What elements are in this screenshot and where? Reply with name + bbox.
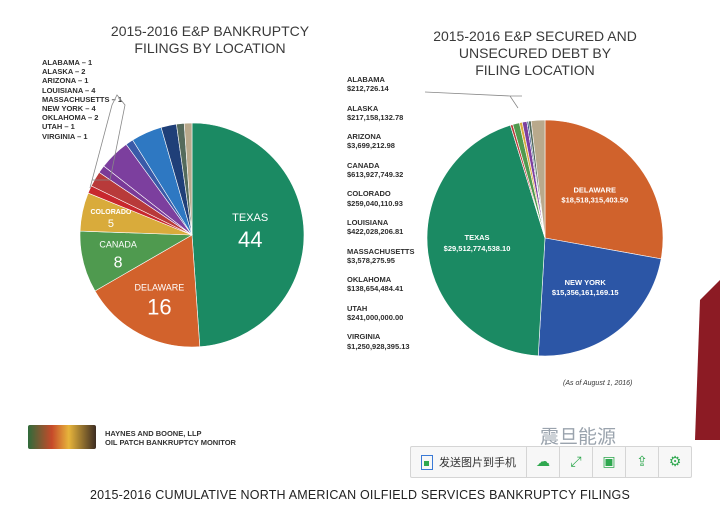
watermark-text: 震旦能源 [540, 427, 617, 448]
pie-label: COLORADO [91, 209, 132, 216]
bottom-caption: 2015-2016 CUMULATIVE NORTH AMERICAN OILF… [89, 488, 631, 502]
pie-slice-delaware [544, 119, 664, 260]
right-list-amount: $1,250,928,395.13 [347, 341, 410, 351]
left-callout-line [89, 94, 126, 189]
left-list-item: ALABAMA – 1 [42, 58, 93, 67]
right-list-amount: $3,578,275.95 [347, 255, 395, 265]
share-button[interactable]: ⇪ [626, 447, 659, 477]
left-list-item: OKLAHOMA – 2 [42, 113, 99, 123]
right-list-item: VIRGINIA $1,250,928,395.13 [347, 332, 457, 350]
right-list-item: ALASKA $217,158,132.78 [347, 104, 457, 122]
right-list-state: UTAH [347, 303, 368, 313]
pie-slice-texas [191, 122, 305, 348]
pie-label: $18,518,315,403.50 [561, 195, 628, 204]
pie-slice-virginia [183, 122, 193, 236]
right-list-amount: $241,000,000.00 [347, 312, 404, 322]
pie-label: TEXAS [465, 233, 490, 242]
right-list-amount: $259,040,110.93 [347, 198, 403, 208]
left-list-item: ALASKA – 2 [42, 67, 86, 77]
right-list-amount: $613,927,749.32 [347, 169, 404, 179]
right-list-amount: $217,158,132.78 [347, 112, 404, 122]
right-list-item: ARIZONA $3,699,212.98 [347, 132, 457, 150]
right-list-state: ALASKA [347, 103, 379, 113]
firm-block: HAYNES AND BOONE, LLP OIL PATCH BANKRUPT… [105, 429, 236, 447]
right-list-amount: $422,028,206.81 [347, 227, 404, 237]
left-list-item: NEW YORK – 4 [42, 104, 96, 114]
pie-label: CANADA [99, 239, 137, 249]
left-list-item: ARIZONA – 1 [42, 76, 89, 86]
right-list-item: OKLAHOMA $138,654,484.41 [347, 275, 457, 293]
monitor-name: OIL PATCH BANKRUPTCY MONITOR [105, 438, 236, 447]
right-list-state: ALABAMA [347, 75, 385, 84]
right-list-item: ALABAMA $212,726.14 [347, 75, 457, 93]
pie-slice-new-york [537, 237, 662, 357]
monitor-logo [28, 425, 96, 449]
settings-icon: ⚙ [668, 454, 682, 470]
pie-label: $29,512,774,538.10 [444, 244, 511, 253]
left-chart-title: 2015-2016 E&P BANKRUPTCY FILINGS BY LOCA… [110, 23, 310, 56]
save-button[interactable]: ▣ [593, 447, 626, 477]
pie-slice-delaware [94, 234, 201, 348]
decorative-edge-shape [695, 280, 720, 440]
right-list-state: LOUISIANA [347, 217, 389, 227]
send-to-phone-label: 发送图片到手机 [439, 456, 516, 469]
pie-label: TEXAS [232, 212, 268, 224]
as-of-note: (As of August 1, 2016) [563, 380, 633, 387]
pie-label: DELAWARE [574, 185, 617, 194]
pie-label: 44 [238, 227, 262, 252]
right-list-item: LOUISIANA $422,028,206.81 [347, 218, 457, 236]
share-icon: ⇪ [636, 454, 648, 470]
left-list-item: MASSACHUSETTS – 1 [42, 94, 123, 104]
right-list-amount: $138,654,484.41 [347, 284, 404, 294]
pie-label: 8 [114, 254, 123, 271]
pie-label: DELAWARE [134, 282, 184, 292]
left-list-item: VIRGINIA – 1 [42, 131, 88, 141]
pie-slice-texas [426, 124, 546, 357]
right-list-item: COLORADO $259,040,110.93 [347, 189, 457, 207]
right-list-amount: $3,699,212.98 [347, 141, 395, 151]
right-list-amount: $212,726.14 [347, 84, 389, 94]
right-list-state: OKLAHOMA [347, 275, 392, 285]
right-small-states-list: ALABAMA $212,726.14 ALASKA $217,158,132.78 A… [347, 75, 457, 361]
expand-button[interactable]: ⤢ [560, 447, 593, 477]
cloud-button[interactable]: ☁ [527, 447, 560, 477]
right-callout-line [424, 91, 522, 109]
right-list-state: CANADA [347, 160, 380, 170]
firm-name: HAYNES AND BOONE, LLP [105, 429, 202, 438]
left-list-item: LOUISIANA – 4 [42, 85, 96, 95]
right-list-item: CANADA $613,927,749.32 [347, 161, 457, 179]
save-icon: ▣ [602, 454, 616, 470]
right-list-item: MASSACHUSETTS $3,578,275.95 [347, 247, 457, 265]
right-list-state: ARIZONA [347, 132, 382, 142]
cloud-icon: ☁ [536, 454, 550, 470]
image-toolbar: 发送图片到手机 ☁ ⤢ ▣ ⇪ ⚙ [410, 446, 692, 478]
pie-label: 5 [108, 218, 114, 230]
left-list-item: UTAH – 1 [42, 122, 75, 132]
pie-label: NEW YORK [565, 278, 607, 287]
right-list-state: MASSACHUSETTS [347, 246, 415, 256]
pie-label: $15,356,161,169.15 [552, 288, 619, 297]
settings-button[interactable]: ⚙ [659, 447, 691, 477]
right-list-state: COLORADO [347, 189, 391, 199]
right-list-item: UTAH $241,000,000.00 [347, 304, 457, 322]
send-to-phone-button[interactable]: 发送图片到手机 [411, 447, 527, 477]
right-chart-title: 2015-2016 E&P SECURED AND UNSECURED DEBT… [433, 28, 637, 78]
pie-label: 16 [147, 294, 171, 319]
left-small-states-list: ALABAMA – 1 ALASKA – 2 ARIZONA – 1 LOUISIAN… [42, 58, 122, 141]
expand-icon: ⤢ [570, 454, 582, 470]
phone-image-icon [421, 454, 433, 470]
right-list-state: VIRGINIA [347, 332, 381, 342]
pie-slice-virginia [530, 119, 546, 239]
